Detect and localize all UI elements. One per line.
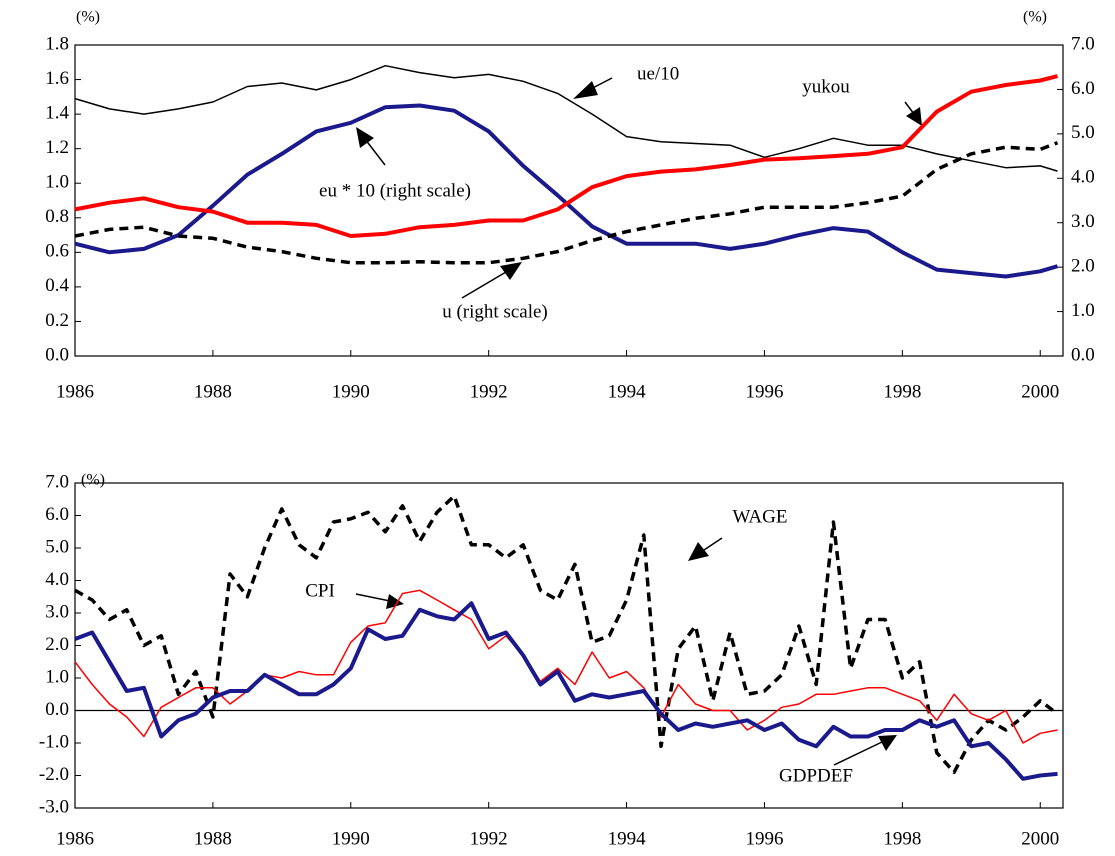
y2-tick-label: 7.0 bbox=[1071, 33, 1095, 54]
y-tick-label: -1.0 bbox=[39, 731, 69, 752]
y-tick-label: 1.4 bbox=[45, 102, 69, 123]
x-tick-label: 1998 bbox=[883, 381, 921, 402]
series-line bbox=[74, 64, 1058, 172]
series-line bbox=[74, 141, 1059, 265]
series-label: GDPDEF bbox=[779, 765, 853, 786]
y-tick-label: 1.6 bbox=[45, 68, 69, 89]
series-line bbox=[74, 589, 1058, 744]
series-label: WAGE bbox=[733, 506, 788, 527]
arrow-head bbox=[573, 81, 598, 99]
x-tick-label: 2000 bbox=[1021, 381, 1059, 402]
x-tick-label: 1988 bbox=[194, 381, 232, 402]
y2-tick-label: 5.0 bbox=[1071, 122, 1095, 143]
x-tick-label: 1996 bbox=[745, 828, 783, 849]
arrow-head bbox=[688, 542, 709, 561]
series-label: u (right scale) bbox=[442, 301, 548, 322]
x-tick-label: 1996 bbox=[745, 381, 783, 402]
y-tick-label: 1.8 bbox=[45, 33, 69, 54]
y2-tick-label: 0.0 bbox=[1071, 344, 1095, 365]
arrow bbox=[355, 593, 391, 602]
x-tick-label: 2000 bbox=[1021, 828, 1059, 849]
arrow-head bbox=[386, 594, 404, 609]
x-tick-label: 1992 bbox=[470, 381, 508, 402]
arrow-head bbox=[906, 107, 922, 126]
series-line bbox=[74, 103, 1059, 279]
x-tick-label: 1988 bbox=[194, 828, 232, 849]
y-tick-label: 1.0 bbox=[45, 666, 69, 687]
arrow bbox=[461, 271, 507, 299]
y2-tick-label: 6.0 bbox=[1071, 78, 1095, 99]
y-tick-label: 0.4 bbox=[45, 275, 69, 296]
y-tick-label: 0.8 bbox=[45, 206, 69, 227]
x-tick-label: 1990 bbox=[332, 828, 370, 849]
y-tick-label: -3.0 bbox=[39, 796, 69, 817]
y-tick-label: -2.0 bbox=[39, 764, 69, 785]
y2-tick-label: 3.0 bbox=[1071, 211, 1095, 232]
plot-frame bbox=[74, 44, 1064, 357]
y-tick-label: 0.6 bbox=[45, 241, 69, 262]
x-tick-label: 1994 bbox=[608, 828, 647, 849]
y-tick-label: 3.0 bbox=[45, 601, 69, 622]
y-tick-label: 1.0 bbox=[45, 172, 69, 193]
series-label: yukou bbox=[802, 76, 850, 97]
arrow bbox=[364, 138, 386, 166]
y-unit: (%) bbox=[76, 9, 100, 26]
x-tick-label: 1986 bbox=[56, 828, 94, 849]
arrow-head bbox=[356, 127, 374, 148]
y-tick-label: 4.0 bbox=[45, 569, 69, 590]
arrow-head bbox=[500, 262, 522, 280]
y-unit: (%) bbox=[81, 472, 105, 489]
arrow bbox=[703, 537, 723, 551]
x-tick-label: 1994 bbox=[608, 381, 647, 402]
y2-tick-label: 2.0 bbox=[1071, 256, 1095, 277]
series-label: CPI bbox=[305, 580, 335, 601]
series-line bbox=[74, 74, 1058, 238]
y-tick-label: 5.0 bbox=[45, 536, 69, 557]
series-line bbox=[74, 601, 1058, 781]
y2-unit: (%) bbox=[1023, 9, 1047, 26]
arrow-head bbox=[878, 735, 897, 751]
x-tick-label: 1992 bbox=[470, 828, 508, 849]
x-tick-label: 1990 bbox=[332, 381, 370, 402]
y-tick-label: 0.0 bbox=[45, 699, 69, 720]
y2-tick-label: 4.0 bbox=[1071, 167, 1095, 188]
series-label: eu * 10 (right scale) bbox=[319, 180, 471, 201]
y2-tick-label: 1.0 bbox=[1071, 300, 1095, 321]
y-tick-label: 6.0 bbox=[45, 504, 69, 525]
y-tick-label: 0.2 bbox=[45, 310, 69, 331]
y-tick-label: 1.2 bbox=[45, 137, 69, 158]
y-tick-label: 2.0 bbox=[45, 634, 69, 655]
y-tick-label: 7.0 bbox=[45, 471, 69, 492]
y-tick-label: 0.0 bbox=[45, 344, 69, 365]
series-label: ue/10 bbox=[637, 63, 679, 84]
x-tick-label: 1998 bbox=[883, 828, 921, 849]
series-line bbox=[74, 494, 1059, 775]
arrow bbox=[833, 741, 883, 766]
x-tick-label: 1986 bbox=[56, 381, 94, 402]
